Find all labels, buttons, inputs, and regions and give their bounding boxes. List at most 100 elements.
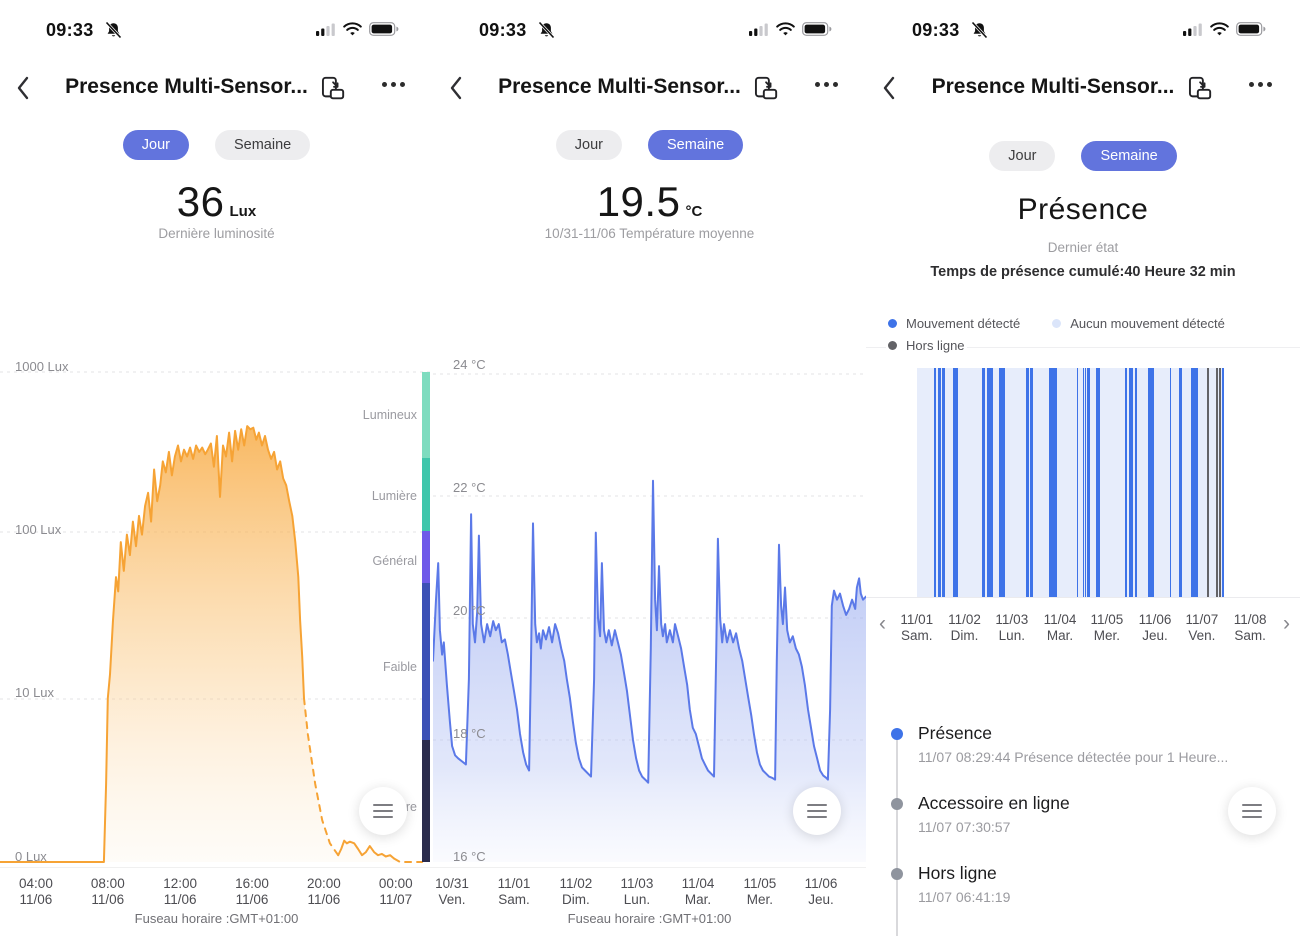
back-button[interactable]	[449, 76, 475, 104]
event-title: Hors ligne	[918, 863, 997, 883]
timeline-event[interactable]: Hors ligne 11/07 06:41:19	[866, 862, 1300, 932]
lux-zone-segment	[422, 531, 430, 583]
luminosity-chart[interactable]: 1000 Lux 100 Lux 10 Lux 0 Lux Lumineux Lumiè…	[0, 350, 433, 868]
temperature-unit: °C	[685, 203, 703, 220]
y-axis-label: 22 °C	[453, 480, 486, 495]
chart-menu-fab[interactable]	[359, 787, 407, 835]
tab-jour[interactable]: Jour	[555, 130, 622, 160]
landscape-rotate-icon[interactable]	[752, 75, 780, 103]
event-title: Présence	[918, 723, 992, 743]
clock: 09:33	[46, 20, 94, 40]
legend-item: Aucun mouvement détecté	[1050, 314, 1227, 333]
legend-label: Mouvement détecté	[906, 316, 1021, 331]
presence-bar-active	[1134, 368, 1137, 597]
presence-bar-active	[1178, 368, 1183, 597]
presence-state: Présence	[1017, 193, 1149, 226]
presence-bar-active	[933, 368, 937, 597]
presence-bar-active	[1169, 368, 1172, 597]
event-detail: 11/07 06:41:19	[918, 889, 1011, 905]
phone-screen-presence: 09:33 Presence Multi-Sensor... Jour Sema…	[866, 0, 1300, 936]
chart-menu-fab[interactable]	[793, 787, 841, 835]
lux-zone-segment	[422, 372, 430, 458]
timeline-event[interactable]: Accessoire en ligne 11/07 07:30:57	[866, 792, 1300, 862]
y-axis-label: 20 °C	[453, 603, 486, 618]
status-bar: 09:33	[866, 16, 1300, 46]
chart-menu-fab[interactable]	[1228, 787, 1276, 835]
next-week-chevron[interactable]: ›	[1283, 612, 1290, 635]
presence-bar-active	[1076, 368, 1079, 597]
x-axis-tick: 04:00 11/06	[19, 876, 53, 907]
more-menu-button[interactable]	[815, 82, 838, 87]
cellular-signal-icon	[1183, 23, 1202, 36]
range-toggle: Jour Semaine	[866, 141, 1300, 171]
lux-zone-label: Général	[372, 554, 417, 568]
x-axis-tick: 08:00 11/06	[90, 876, 125, 907]
mute-bell-icon	[970, 21, 989, 45]
clock: 09:33	[479, 20, 527, 40]
battery-icon	[802, 22, 832, 36]
presence-bar-active	[982, 368, 986, 597]
mute-bell-icon	[104, 21, 123, 45]
timezone-note: Fuseau horaire :GMT+01:00	[567, 911, 732, 926]
chart-legend: Mouvement détecté Aucun mouvement détecté…	[886, 314, 1266, 355]
wifi-icon	[776, 22, 795, 36]
range-toggle: Jour Semaine	[0, 130, 433, 160]
x-axis-tick: 11/05 Mer.	[1090, 612, 1124, 643]
event-status-dot	[891, 728, 903, 740]
prev-week-chevron[interactable]: ‹	[879, 612, 886, 635]
back-button[interactable]	[16, 76, 42, 104]
x-axis-tick: 11/01 Sam.	[900, 612, 934, 643]
nav-header: Presence Multi-Sensor...	[866, 72, 1300, 108]
landscape-rotate-icon[interactable]	[1186, 75, 1214, 103]
range-toggle: Jour Semaine	[433, 130, 866, 160]
x-axis-tick: 11/08 Sam.	[1233, 612, 1267, 643]
back-button[interactable]	[882, 76, 908, 104]
axis-divider	[866, 597, 1300, 598]
presence-bar-active	[1025, 368, 1030, 597]
y-axis-label: 24 °C	[453, 357, 486, 372]
timeline-connector	[896, 738, 898, 936]
legend-item: Mouvement détecté	[886, 314, 1023, 333]
tab-jour[interactable]: Jour	[989, 141, 1056, 171]
wifi-icon	[343, 22, 362, 36]
x-axis-tick: 11/02 Dim.	[948, 612, 981, 643]
wifi-icon	[1210, 22, 1229, 36]
lux-value: 36	[176, 178, 225, 225]
presence-timeline-chart[interactable]	[917, 368, 1224, 597]
presence-bar-offline	[1207, 368, 1209, 597]
lux-zone-segment	[422, 458, 430, 531]
lux-zone-label: Lumière	[371, 489, 417, 503]
presence-bar-active	[941, 368, 945, 597]
series-line	[303, 697, 340, 857]
presence-bar-active	[999, 368, 1006, 597]
temperature-chart[interactable]: 24 °C 22 °C 20 °C 18 °C 16 °C	[433, 350, 866, 868]
legend-item: Hors ligne	[886, 336, 967, 355]
x-axis-tick: 11/04 Mar.	[681, 876, 715, 907]
tab-semaine[interactable]: Semaine	[1081, 141, 1177, 171]
more-menu-button[interactable]	[1249, 82, 1272, 87]
x-axis-tick: 16:00 11/06	[235, 876, 269, 907]
timeline-event[interactable]: Présence 11/07 08:29:44 Présence détectée…	[866, 722, 1300, 792]
cellular-signal-icon	[749, 23, 768, 36]
lux-zone-segment	[422, 740, 430, 862]
page-title: Presence Multi-Sensor...	[65, 75, 308, 98]
status-bar: 09:33	[0, 16, 433, 46]
status-icons	[316, 22, 399, 36]
event-title: Accessoire en ligne	[918, 793, 1070, 813]
tab-semaine[interactable]: Semaine	[214, 130, 311, 160]
more-menu-button[interactable]	[382, 82, 405, 87]
presence-bar-active	[1085, 368, 1087, 597]
y-axis-label: 18 °C	[453, 726, 486, 741]
value-caption: Dernière luminosité	[158, 226, 275, 241]
x-axis-tick: 11/01 Sam.	[497, 876, 531, 907]
landscape-rotate-icon[interactable]	[319, 75, 347, 103]
series-area	[0, 426, 423, 862]
tab-semaine[interactable]: Semaine	[647, 130, 744, 160]
event-status-dot	[891, 798, 903, 810]
tab-jour[interactable]: Jour	[122, 130, 189, 160]
x-axis-tick: 11/03 Lun.	[620, 876, 654, 907]
y-axis-label: 0 Lux	[15, 849, 47, 864]
status-icons	[749, 22, 832, 36]
presence-bar-active	[952, 368, 959, 597]
